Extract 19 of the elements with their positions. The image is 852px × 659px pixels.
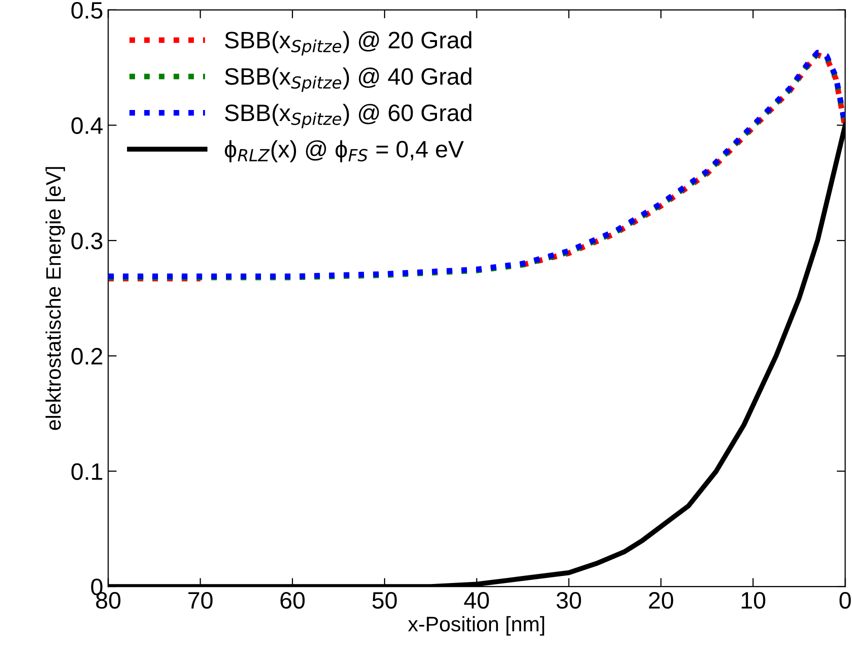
y-tick-label: 0.1 — [71, 463, 102, 480]
x-tick-label: 0 — [840, 592, 851, 609]
x-tick-label: 10 — [742, 592, 766, 609]
y-tick-label: 0.3 — [71, 232, 102, 250]
legend-label: ϕ$_{RLZ}$(x) @ ϕ$_{FS}$ = 0,4 eV — [224, 140, 464, 162]
x-tick-label: 70 — [188, 592, 213, 609]
x-tick-label: 40 — [464, 592, 489, 609]
y-tick-label: 0.2 — [71, 348, 102, 365]
x-tick-label: 50 — [372, 592, 397, 609]
legend-label: SBB(x$_{Spitze}$) @ 60 Grad — [224, 104, 472, 128]
x-tick-label: 20 — [648, 592, 674, 609]
x-tick-label: 30 — [556, 592, 582, 609]
legend-label: SBB(x$_{Spitze}$) @ 20 Grad — [224, 31, 472, 56]
legend-label: SBB(x$_{Spitze}$) @ 40 Grad — [224, 67, 472, 92]
y-tick-label: 0.5 — [71, 2, 102, 19]
x-tick-label: 60 — [280, 592, 305, 609]
x-axis-title: x-Position [nm] — [408, 616, 544, 636]
y-tick-label: 0.4 — [71, 117, 103, 134]
y-axis-title: elektrostatische Energie [eV] — [46, 167, 65, 430]
